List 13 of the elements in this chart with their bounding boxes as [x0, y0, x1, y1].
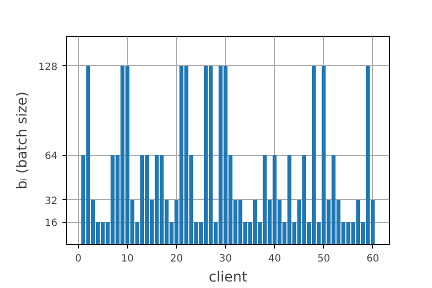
x-tick-label: 10 — [121, 254, 134, 264]
x-tick-label: 40 — [268, 254, 282, 264]
y-tick-label: 32 — [44, 196, 58, 207]
x-tick-label: 0 — [75, 254, 82, 264]
x-tick-label: 50 — [317, 254, 330, 264]
y-axis-title: bᵢ (batch size) — [14, 92, 30, 190]
x-tick-label: 30 — [219, 254, 232, 264]
y-tick-label: 64 — [44, 151, 58, 162]
x-axis-title: client — [208, 270, 248, 286]
y-tick-label: 16 — [44, 218, 58, 230]
x-tick-label: 60 — [366, 254, 380, 264]
y-tick-label: 128 — [38, 62, 58, 73]
x-tick-label: 20 — [170, 254, 183, 264]
